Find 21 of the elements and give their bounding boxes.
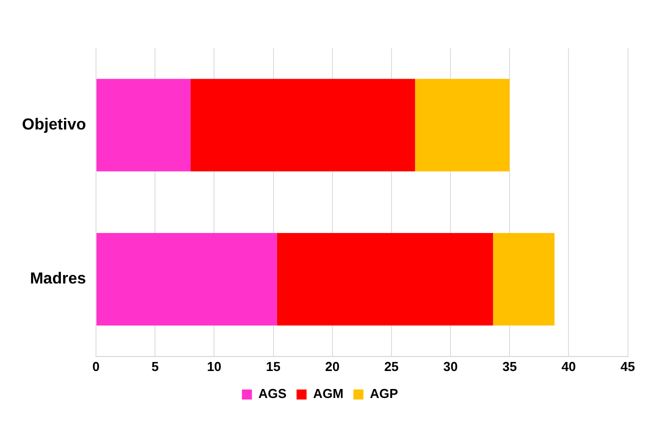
bar — [96, 78, 191, 172]
x-tick-label: 5 — [151, 358, 159, 374]
x-tick-label: 20 — [325, 358, 340, 374]
x-tick-label: 0 — [92, 358, 100, 374]
bar — [190, 78, 416, 172]
bar — [493, 233, 555, 326]
x-tick-label: 45 — [620, 358, 636, 374]
x-tick-label: 15 — [266, 358, 280, 374]
y-tick-label: Madres — [30, 270, 86, 288]
y-tick-label: Objetivo — [22, 116, 86, 134]
x-tick-label: 35 — [502, 358, 517, 374]
x-tick-label: 25 — [384, 358, 399, 374]
bar — [96, 233, 277, 326]
bar — [415, 78, 510, 172]
x-tick-label: 30 — [443, 358, 458, 374]
legend-label: AGM — [313, 386, 344, 402]
legend-label: AGP — [370, 386, 398, 402]
x-tick-label: 40 — [561, 358, 576, 374]
x-tick-label: 10 — [206, 358, 222, 374]
legend-label: AGS — [258, 386, 287, 402]
bar — [276, 233, 494, 326]
